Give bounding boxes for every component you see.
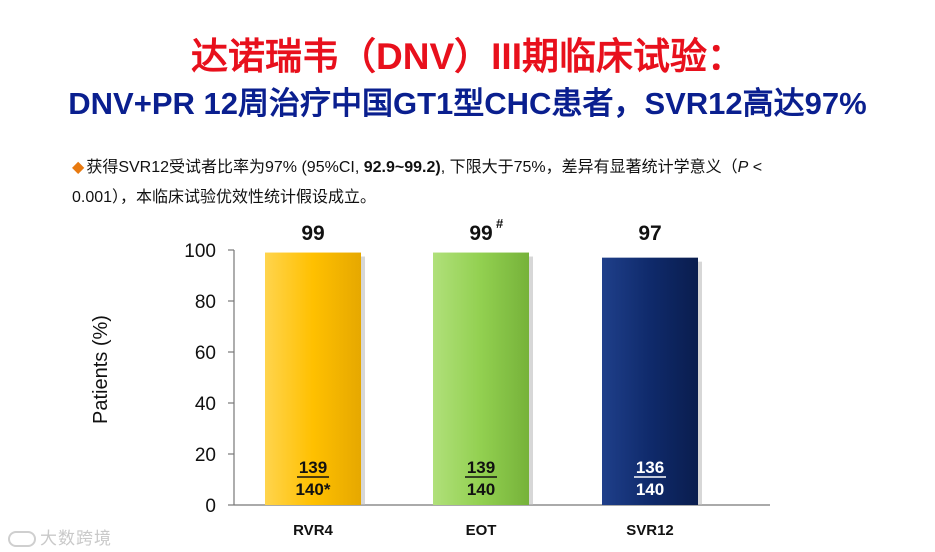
fraction-numerator: 136	[636, 458, 664, 477]
result-note: ◆ 获得SVR12受试者比率为97% (95%CI, 92.9~99.2), 下限…	[72, 153, 812, 213]
diamond-bullet-icon: ◆	[72, 159, 85, 176]
y-tick-label: 80	[195, 292, 216, 313]
y-tick-label: 0	[205, 496, 216, 517]
fraction-denominator: 140	[467, 480, 495, 499]
bar-rvr4	[265, 252, 361, 505]
chart-bars	[265, 252, 702, 505]
fraction-numerator: 139	[299, 458, 327, 477]
watermark-logo-icon	[8, 531, 36, 547]
page-title: 达诺瑞韦（DNV）III期临床试验：	[191, 36, 744, 77]
bar-value-label: 99	[301, 222, 324, 245]
y-tick-label: 100	[184, 241, 216, 262]
note-text-1: 获得SVR12受试者比率为97% (95%CI,	[86, 159, 364, 176]
note-text-3: < 0.001），本临床试验优效性统计假设成立。	[72, 159, 763, 206]
note-ci-bold: 92.9~99.2)	[363, 159, 441, 176]
x-category-label: EOT	[466, 522, 497, 539]
bar-svr12	[602, 257, 698, 505]
bar-value-superscript: #	[496, 216, 504, 231]
note-text-2: , 下限大于75%，差异有显著统计学意义（	[440, 159, 738, 176]
watermark: 大数跨境	[8, 524, 112, 549]
x-category-label: SVR12	[626, 522, 674, 539]
note-p-italic: P	[737, 159, 749, 176]
bar-value-label: 97	[638, 222, 661, 245]
bar-eot	[433, 252, 529, 505]
y-tick-label: 60	[195, 343, 216, 364]
fraction-denominator: 140	[636, 480, 664, 499]
page-subtitle: DNV+PR 12周治疗中国GT1型CHC患者，SVR12高达97%	[68, 86, 867, 121]
y-tick-label: 20	[195, 445, 216, 466]
y-tick-label: 40	[195, 394, 216, 415]
y-axis-title: Patients (%)	[90, 315, 112, 424]
watermark-text: 大数跨境	[40, 529, 112, 548]
chart-labels: 99 139 140* RVR4 99 #139 140 EOT 97 136 140 SVR12	[293, 216, 674, 539]
x-category-label: RVR4	[293, 522, 333, 539]
fraction-numerator: 139	[467, 458, 495, 477]
fraction-denominator: 140*	[296, 480, 331, 499]
bar-value-label: 99	[469, 222, 492, 245]
